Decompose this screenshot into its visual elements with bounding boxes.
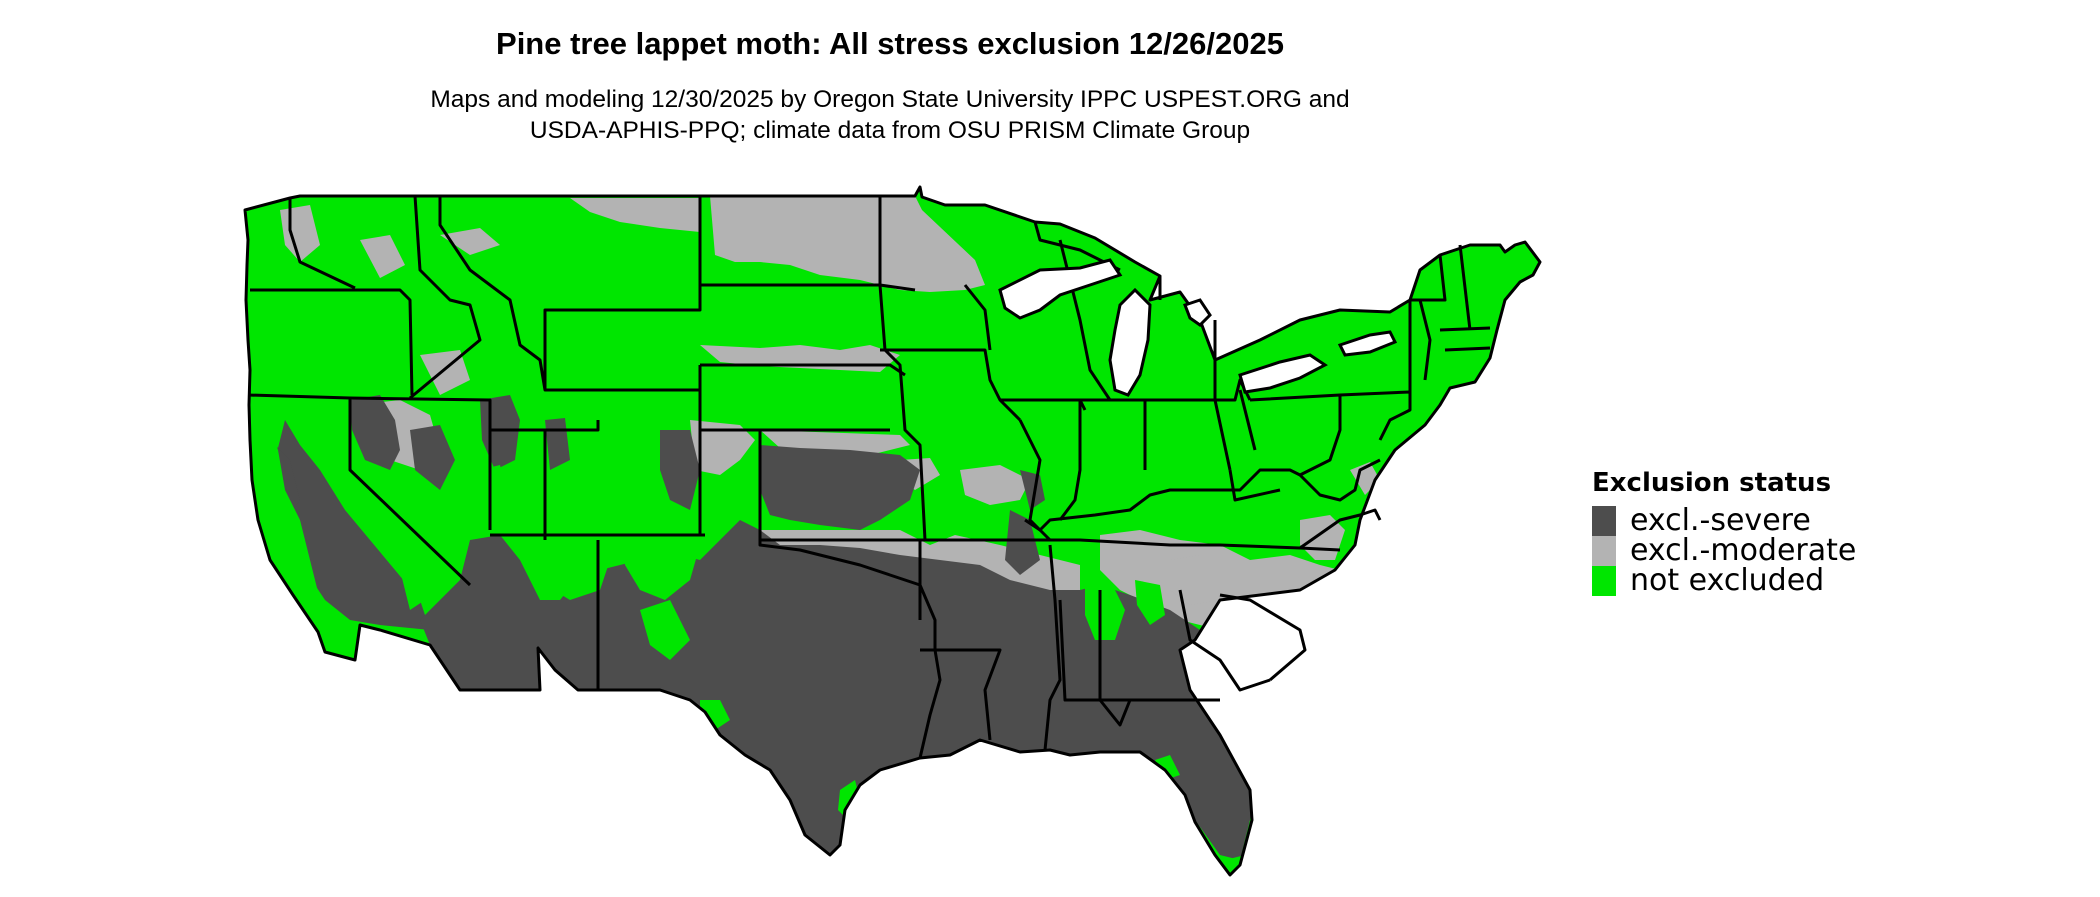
legend-swatch-moderate [1592, 536, 1616, 566]
legend-swatch-not-excluded [1592, 566, 1616, 596]
legend-label-severe: excl.-severe [1630, 503, 1811, 538]
subtitle-line-1: Maps and modeling 12/30/2025 by Oregon S… [430, 86, 1350, 113]
map-title: Pine tree lappet moth: All stress exclus… [496, 26, 1284, 61]
legend-label-moderate: excl.-moderate [1630, 533, 1857, 568]
great-lakes [998, 258, 1398, 397]
us-outline [243, 185, 1542, 877]
legend-item-moderate: excl.-moderate [1592, 536, 1856, 566]
subtitle-line-2: USDA-APHIS-PPQ; climate data from OSU PR… [529, 117, 1251, 144]
state-borders [243, 185, 1542, 877]
legend-swatch-severe [1592, 506, 1616, 536]
legend-title: Exclusion status [1592, 468, 1832, 498]
legend: Exclusion status excl.-severe excl.-mode… [1592, 468, 1856, 596]
map-subtitle: Maps and modeling 12/30/2025 by Oregon S… [0, 84, 1780, 146]
legend-label-not-excluded: not excluded [1630, 563, 1825, 598]
legend-item-severe: excl.-severe [1592, 506, 1856, 536]
legend-item-not-excluded: not excluded [1592, 566, 1856, 596]
